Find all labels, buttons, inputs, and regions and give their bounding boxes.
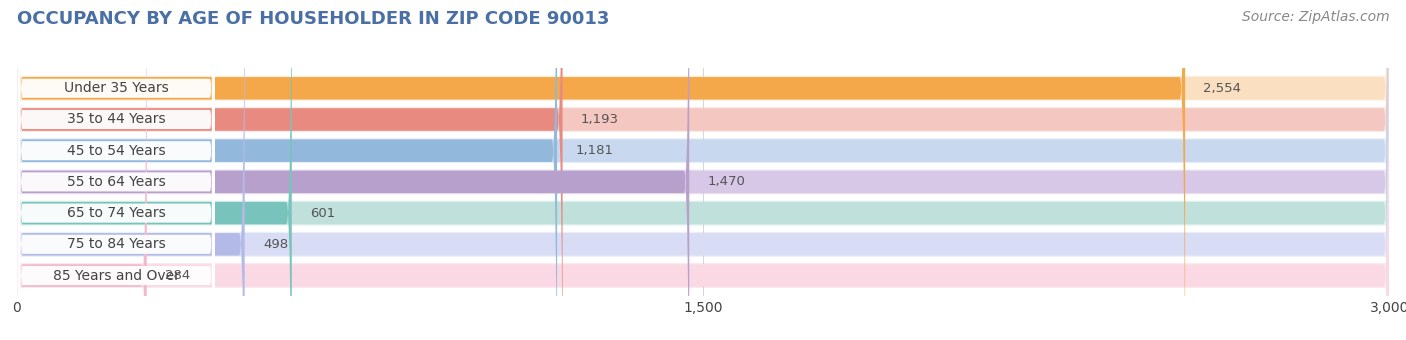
FancyBboxPatch shape: [17, 0, 1389, 340]
FancyBboxPatch shape: [17, 0, 1389, 340]
FancyBboxPatch shape: [17, 0, 1389, 340]
FancyBboxPatch shape: [17, 0, 1389, 340]
Text: 35 to 44 Years: 35 to 44 Years: [67, 113, 166, 126]
FancyBboxPatch shape: [17, 0, 292, 340]
FancyBboxPatch shape: [17, 0, 146, 340]
FancyBboxPatch shape: [18, 0, 215, 340]
Text: 55 to 64 Years: 55 to 64 Years: [66, 175, 166, 189]
FancyBboxPatch shape: [17, 0, 562, 340]
FancyBboxPatch shape: [17, 0, 1389, 340]
FancyBboxPatch shape: [18, 0, 215, 340]
Text: 1,470: 1,470: [707, 175, 745, 188]
FancyBboxPatch shape: [18, 0, 215, 340]
Text: 65 to 74 Years: 65 to 74 Years: [66, 206, 166, 220]
Text: OCCUPANCY BY AGE OF HOUSEHOLDER IN ZIP CODE 90013: OCCUPANCY BY AGE OF HOUSEHOLDER IN ZIP C…: [17, 10, 609, 28]
FancyBboxPatch shape: [17, 0, 1389, 340]
Text: Source: ZipAtlas.com: Source: ZipAtlas.com: [1241, 10, 1389, 24]
FancyBboxPatch shape: [17, 138, 1389, 163]
Text: 284: 284: [165, 269, 190, 282]
Text: 2,554: 2,554: [1204, 82, 1241, 95]
FancyBboxPatch shape: [18, 0, 215, 340]
Text: 498: 498: [263, 238, 288, 251]
FancyBboxPatch shape: [17, 0, 557, 340]
FancyBboxPatch shape: [17, 201, 1389, 225]
Text: 1,193: 1,193: [581, 113, 619, 126]
FancyBboxPatch shape: [17, 0, 1185, 340]
FancyBboxPatch shape: [17, 263, 1389, 288]
FancyBboxPatch shape: [18, 0, 215, 340]
Text: Under 35 Years: Under 35 Years: [63, 81, 169, 95]
FancyBboxPatch shape: [17, 232, 1389, 257]
FancyBboxPatch shape: [18, 0, 215, 340]
FancyBboxPatch shape: [17, 0, 1389, 340]
FancyBboxPatch shape: [17, 169, 1389, 194]
Text: 45 to 54 Years: 45 to 54 Years: [67, 144, 166, 158]
FancyBboxPatch shape: [17, 76, 1389, 101]
FancyBboxPatch shape: [17, 0, 245, 340]
Text: 75 to 84 Years: 75 to 84 Years: [66, 237, 166, 251]
Text: 85 Years and Over: 85 Years and Over: [52, 269, 180, 283]
FancyBboxPatch shape: [17, 107, 1389, 132]
FancyBboxPatch shape: [17, 0, 689, 340]
Text: 601: 601: [311, 207, 335, 220]
FancyBboxPatch shape: [18, 0, 215, 340]
Text: 1,181: 1,181: [575, 144, 613, 157]
